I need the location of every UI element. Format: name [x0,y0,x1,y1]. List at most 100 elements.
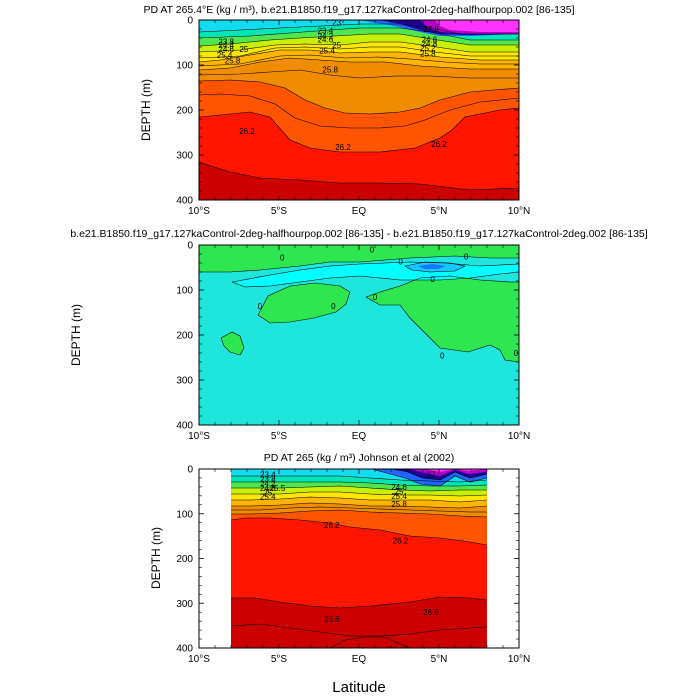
panel-1-title: PD AT 265.4°E (kg / m³), b.e21.B1850.f19… [143,4,574,16]
panel-3-xtick-label: 5°S [271,654,288,665]
contour-label: 26.6 [423,608,439,617]
panel-3-ytick-label: 0 [187,465,193,476]
contour-label: 0 [514,349,519,358]
contour-label: 0 [430,275,435,284]
contour-label: 0 [373,293,378,302]
contour-label: 24.8 [422,39,438,48]
panel-1-ylabel: DEPTH (m) [139,79,153,141]
panel-3-xtick-label: 10°N [508,654,530,665]
panel-1-ytick-label: 300 [176,151,193,162]
panel-2-xtick-label: 5°N [431,431,448,442]
panel-1-magenta-layer [435,20,519,32]
panel-2-title: b.e21.B1850.f19_g17.127kaControl-2deg-ha… [70,228,647,240]
panel-1-ytick-label: 400 [176,196,193,207]
contour-label: 25.8 [322,66,338,75]
contour-label: 24.2 [318,32,334,41]
panel-3-xtick-label: EQ [352,654,367,665]
contour-label: 24.6 [260,484,276,493]
panel-2-xtick-label: 10°S [188,431,210,442]
panel-1-ytick-label: 100 [176,61,193,72]
contour-label: 0 [398,258,403,267]
panel-3-title: PD AT 265 (kg / m³) Johnson et al (2002) [264,452,454,464]
panel-1: PD AT 265.4°E (kg / m³), b.e21.B1850.f19… [139,4,575,217]
contour-label: 0 [440,351,445,360]
panel-3-x-axis: 10°S 5°S EQ 5°N 10°N [188,469,530,665]
contour-label: 27 [427,470,436,479]
panel-3-plot: 23.423.824.224.62525.425.52724.62525.425… [231,469,487,648]
contour-label: 26.2 [324,521,340,530]
contour-label: 25.8 [420,49,436,58]
panel-1-y-axis: 0 100 200 300 400 [176,16,519,207]
panel-1-xtick-label: 5°N [431,206,448,217]
panel-2-contour-lines [199,255,519,363]
panel-3-ytick-label: 100 [176,509,193,520]
panel-2-ylabel: DEPTH (m) [69,304,83,366]
contour-label: 24.4 [218,41,234,50]
panel-2-contour-labels: 0 0 0 0 0 0 0 0 0 0 [258,246,519,361]
contour-label: 24.6 [422,35,438,44]
panel-2-x-axis: 10°S 5°S EQ 5°N 10°N [188,245,530,442]
panel-2-ytick-label: 400 [176,421,193,432]
panel-1-x-axis: 10°S 5°S EQ 5°N 10°N [188,20,530,217]
panel-1-xtick-label: EQ [352,206,367,217]
panel-2: b.e21.B1850.f19_g17.127kaControl-2deg-ha… [69,228,648,442]
panel-3-magenta-layer [425,469,487,472]
panel-2-ytick-label: 300 [176,376,193,387]
contour-label: 0 [331,302,336,311]
panel-3-contour-lines [231,469,487,648]
contour-label: 24.6 [318,35,334,44]
panel-1-xtick-label: 10°S [188,206,210,217]
contour-label: 25 [395,487,404,496]
panel-3-ytick-label: 200 [176,554,193,565]
contour-label: 0 [258,302,263,311]
contour-label: 25 [239,45,248,54]
panel-2-y-axis: 0 100 200 300 400 [176,241,519,432]
panel-3-xtick-label: 5°N [431,654,448,665]
panel-1-ytick-label: 200 [176,106,193,117]
contour-label: 25.8 [391,500,407,509]
panel-2-ytick-label: 100 [176,286,193,297]
contour-label: 24.6 [218,45,234,54]
panel-3-y-axis: 0 100 200 300 400 [176,465,519,655]
panel-2-ytick-label: 200 [176,331,193,342]
contour-label: 0 [280,254,285,263]
contour-label: 25.2 [420,44,436,53]
panel-3-ylabel: DEPTH (m) [149,527,163,589]
contour-label: 23.4 [318,26,334,35]
panel-3-ytick-label: 300 [176,599,193,610]
contour-label: 25 [263,488,272,497]
panel-2-left-green-blob [258,283,350,323]
contour-label: 0 [370,246,375,255]
contour-label: 26.6 [324,615,340,624]
panel-2-ytick-label: 0 [187,241,193,252]
panel-2-right-green-blob [366,276,519,362]
contour-label: 26.2 [335,143,351,152]
contour-label: 25.4 [260,493,276,502]
panel-2-plot: 0 0 0 0 0 0 0 0 0 0 [199,245,519,425]
contour-label: 23.8 [218,38,234,47]
contour-label: 25 [332,41,341,50]
panel-2-xtick-label: 10°N [508,431,530,442]
panel-3: PD AT 265 (kg / m³) Johnson et al (2002) [149,452,530,665]
contour-label: 27.8 [423,25,439,34]
contour-label: 23 [332,18,341,27]
contour-label: 25.4 [217,51,233,60]
panel-2-small-green-blob [221,332,244,355]
contour-label: 23.8 [260,475,276,484]
contour-label: 26.2 [239,127,255,136]
panel-2-xtick-label: 5°S [271,431,288,442]
panel-3-contour-labels: 23.423.824.224.62525.425.52724.62525.425… [260,470,439,624]
contour-label: 24.2 [260,479,276,488]
panel-3-xtick-label: 10°S [188,654,210,665]
panel-2-top-green-band [199,245,519,272]
panel-1-xtick-label: 5°S [271,206,288,217]
panel-3-ytick-label: 400 [176,644,193,655]
panel-1-ytick-label: 0 [187,16,193,27]
contour-label: 23.4 [260,470,276,479]
contour-label: 0 [464,252,469,261]
contour-label: 26.2 [393,537,409,546]
contour-label: 25.5 [270,484,286,493]
panel-2-xtick-label: EQ [352,431,367,442]
